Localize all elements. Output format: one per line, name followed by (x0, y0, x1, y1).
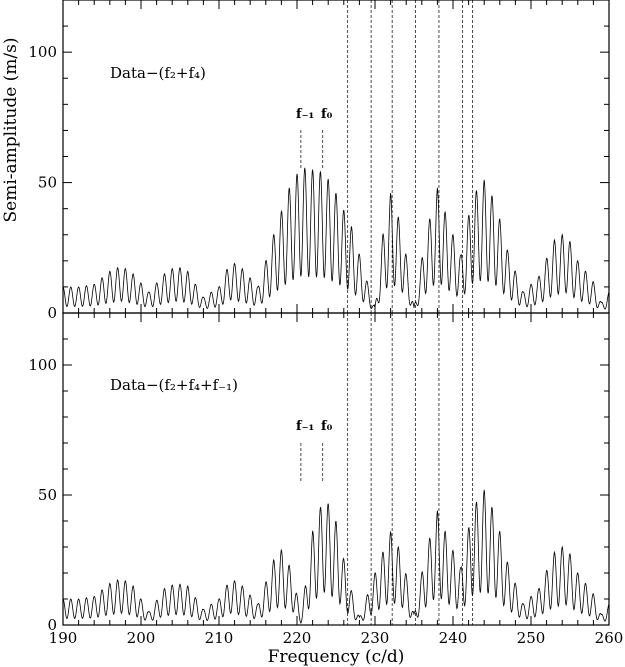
panel-2-y-tick-label: 0 (47, 616, 57, 634)
panel-2-series-line (62, 489, 610, 624)
panel-1-annotation: Data−(f₂+f₄) (110, 64, 206, 82)
y-axis-label: Semi-amplitude (m/s) (1, 38, 21, 223)
panel-1-series-line (62, 167, 610, 310)
plot-frames (62, 0, 610, 626)
x-tick-label: 210 (205, 629, 234, 647)
series-group (62, 167, 610, 624)
panel-2-peak-label-f0: f₀ (321, 419, 333, 434)
x-axis-label: Frequency (c/d) (268, 647, 405, 667)
panel-1-y-tick-label: 50 (38, 174, 57, 192)
reference-line-group (300, 0, 473, 625)
x-tick-label: 190 (49, 629, 78, 647)
panel-1-peak-label-f-1: f₋₁ (296, 107, 314, 122)
x-tick-label: 220 (283, 629, 312, 647)
x-tick-label: 250 (517, 629, 546, 647)
panel-2-y-tick-label: 100 (28, 356, 57, 374)
panel-1-y-tick-label: 100 (28, 43, 57, 61)
x-tick-label: 200 (127, 629, 156, 647)
panel-2-frame (62, 312, 610, 626)
panel-2-y-tick-label: 50 (38, 486, 57, 504)
tick-group: 0 50 100 0 50 100 190 200 210 220 230 240 250 260 (28, 0, 623, 647)
panel-1-y-tick-label: 0 (47, 304, 57, 322)
panel-2-peak-label-f-1: f₋₁ (296, 419, 314, 434)
panel-1-peak-label-f0: f₀ (321, 107, 333, 122)
panel-1-frame (62, 0, 610, 314)
x-tick-label: 240 (439, 629, 468, 647)
x-tick-label: 260 (595, 629, 624, 647)
panel-2-annotation: Data−(f₂+f₄+f₋₁) (110, 376, 238, 394)
x-tick-label: 230 (361, 629, 390, 647)
